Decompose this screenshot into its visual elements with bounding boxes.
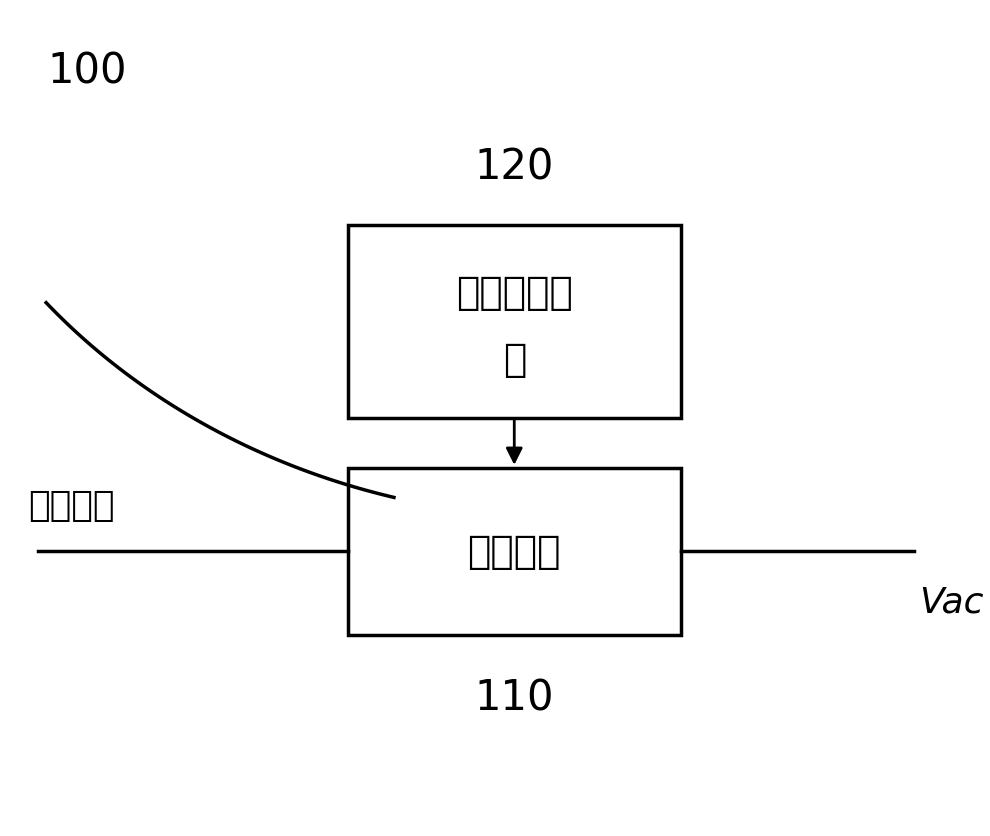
Text: 100: 100 [48, 50, 127, 92]
Text: 开关节点: 开关节点 [29, 488, 115, 522]
Text: 120: 120 [474, 146, 554, 188]
Text: 路: 路 [503, 340, 526, 379]
Text: 110: 110 [474, 677, 554, 719]
Text: 积分电路: 积分电路 [467, 533, 561, 571]
Bar [347, 226, 681, 418]
Text: Vac: Vac [919, 585, 983, 619]
Bar [347, 468, 681, 635]
Text: 偏置调节电: 偏置调节电 [455, 273, 572, 312]
